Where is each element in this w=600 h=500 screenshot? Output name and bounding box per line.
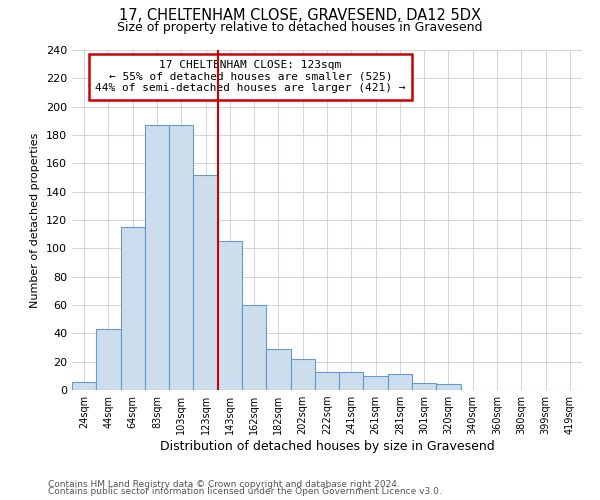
Bar: [242, 305, 266, 390]
Bar: [364, 376, 388, 390]
Text: Contains HM Land Registry data © Crown copyright and database right 2024.: Contains HM Land Registry data © Crown c…: [48, 480, 400, 489]
Bar: [169, 125, 193, 390]
Bar: [72, 382, 96, 390]
Text: 17 CHELTENHAM CLOSE: 123sqm
← 55% of detached houses are smaller (525)
44% of se: 17 CHELTENHAM CLOSE: 123sqm ← 55% of det…: [95, 60, 406, 94]
Bar: [145, 125, 169, 390]
X-axis label: Distribution of detached houses by size in Gravesend: Distribution of detached houses by size …: [160, 440, 494, 453]
Bar: [266, 349, 290, 390]
Bar: [193, 174, 218, 390]
Bar: [436, 384, 461, 390]
Bar: [96, 329, 121, 390]
Bar: [412, 383, 436, 390]
Text: 17, CHELTENHAM CLOSE, GRAVESEND, DA12 5DX: 17, CHELTENHAM CLOSE, GRAVESEND, DA12 5D…: [119, 8, 481, 22]
Text: Size of property relative to detached houses in Gravesend: Size of property relative to detached ho…: [117, 21, 483, 34]
Y-axis label: Number of detached properties: Number of detached properties: [31, 132, 40, 308]
Text: Contains public sector information licensed under the Open Government Licence v3: Contains public sector information licen…: [48, 487, 442, 496]
Bar: [121, 227, 145, 390]
Bar: [315, 372, 339, 390]
Bar: [218, 242, 242, 390]
Bar: [290, 359, 315, 390]
Bar: [388, 374, 412, 390]
Bar: [339, 372, 364, 390]
